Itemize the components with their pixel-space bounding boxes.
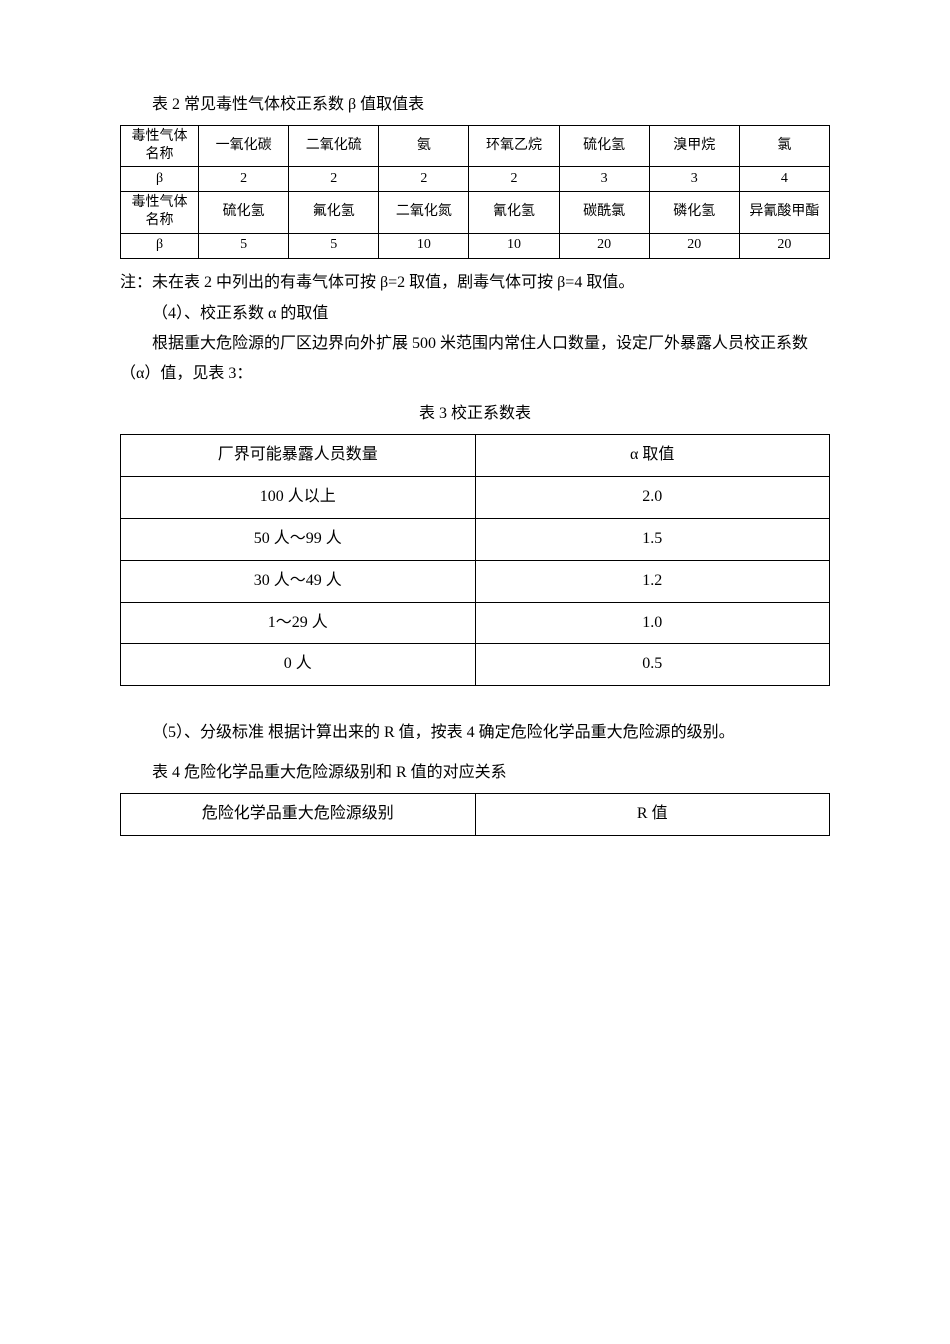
gas-name: 溴甲烷 bbox=[649, 125, 739, 166]
beta-value: 2 bbox=[379, 167, 469, 192]
gas-name: 磷化氢 bbox=[649, 192, 739, 233]
cell: 2.0 bbox=[475, 477, 830, 519]
beta-value: 20 bbox=[649, 233, 739, 258]
table4-title: 表 4 危险化学品重大危险源级别和 R 值的对应关系 bbox=[120, 758, 830, 788]
beta-value: 3 bbox=[559, 167, 649, 192]
cell: 50 人～99 人 bbox=[121, 519, 476, 561]
gas-name: 碳酰氯 bbox=[559, 192, 649, 233]
gas-name: 二氧化氮 bbox=[379, 192, 469, 233]
gas-name: 氰化氢 bbox=[469, 192, 559, 233]
table-row: 50 人～99 人 1.5 bbox=[121, 519, 830, 561]
cell: 1～29 人 bbox=[121, 602, 476, 644]
column-header: 危险化学品重大危险源级别 bbox=[121, 794, 476, 836]
spacer bbox=[120, 696, 830, 718]
gas-name: 异氰酸甲酯 bbox=[739, 192, 829, 233]
table-row: 危险化学品重大危险源级别 R 值 bbox=[121, 794, 830, 836]
table-row: 毒性气体名称 一氧化碳 二氧化硫 氨 环氧乙烷 硫化氢 溴甲烷 氯 bbox=[121, 125, 830, 166]
table3-alpha-values: 厂界可能暴露人员数量 α 取值 100 人以上 2.0 50 人～99 人 1.… bbox=[120, 434, 830, 686]
row-label-beta: β bbox=[121, 233, 199, 258]
gas-name: 硫化氢 bbox=[199, 192, 289, 233]
table-row: 30 人～49 人 1.2 bbox=[121, 560, 830, 602]
column-header: α 取值 bbox=[475, 435, 830, 477]
cell: 30 人～49 人 bbox=[121, 560, 476, 602]
beta-value: 2 bbox=[199, 167, 289, 192]
cell: 1.5 bbox=[475, 519, 830, 561]
cell: 0 人 bbox=[121, 644, 476, 686]
table-row: 100 人以上 2.0 bbox=[121, 477, 830, 519]
beta-value: 5 bbox=[199, 233, 289, 258]
beta-value: 2 bbox=[469, 167, 559, 192]
table-row: β 5 5 10 10 20 20 20 bbox=[121, 233, 830, 258]
beta-value: 10 bbox=[469, 233, 559, 258]
gas-name: 一氧化碳 bbox=[199, 125, 289, 166]
table2-title: 表 2 常见毒性气体校正系数 β 值取值表 bbox=[120, 90, 830, 120]
beta-value: 4 bbox=[739, 167, 829, 192]
beta-value: 20 bbox=[559, 233, 649, 258]
table-row: 厂界可能暴露人员数量 α 取值 bbox=[121, 435, 830, 477]
table2-beta-values: 毒性气体名称 一氧化碳 二氧化硫 氨 环氧乙烷 硫化氢 溴甲烷 氯 β 2 2 … bbox=[120, 125, 830, 259]
gas-name: 环氧乙烷 bbox=[469, 125, 559, 166]
table-row: 0 人 0.5 bbox=[121, 644, 830, 686]
beta-value: 3 bbox=[649, 167, 739, 192]
section4-paragraph: 根据重大危险源的厂区边界向外扩展 500 米范围内常住人口数量，设定厂外暴露人员… bbox=[120, 329, 830, 390]
table-row: β 2 2 2 2 3 3 4 bbox=[121, 167, 830, 192]
gas-name: 氯 bbox=[739, 125, 829, 166]
table-row: 1～29 人 1.0 bbox=[121, 602, 830, 644]
table2-note: 注：未在表 2 中列出的有毒气体可按 β=2 取值，剧毒气体可按 β=4 取值。 bbox=[120, 268, 830, 298]
cell: 1.2 bbox=[475, 560, 830, 602]
table-row: 毒性气体名称 硫化氢 氟化氢 二氧化氮 氰化氢 碳酰氯 磷化氢 异氰酸甲酯 bbox=[121, 192, 830, 233]
row-label-beta: β bbox=[121, 167, 199, 192]
section5-paragraph: （5）、分级标准 根据计算出来的 R 值，按表 4 确定危险化学品重大危险源的级… bbox=[120, 718, 830, 748]
section4-heading: （4）、校正系数 α 的取值 bbox=[120, 299, 830, 329]
cell: 0.5 bbox=[475, 644, 830, 686]
beta-value: 10 bbox=[379, 233, 469, 258]
beta-value: 2 bbox=[289, 167, 379, 192]
beta-value: 5 bbox=[289, 233, 379, 258]
row-label-gas: 毒性气体名称 bbox=[121, 125, 199, 166]
table3-title: 表 3 校正系数表 bbox=[120, 399, 830, 429]
beta-value: 20 bbox=[739, 233, 829, 258]
column-header: 厂界可能暴露人员数量 bbox=[121, 435, 476, 477]
table4-r-values: 危险化学品重大危险源级别 R 值 bbox=[120, 793, 830, 836]
gas-name: 氨 bbox=[379, 125, 469, 166]
gas-name: 氟化氢 bbox=[289, 192, 379, 233]
cell: 1.0 bbox=[475, 602, 830, 644]
row-label-gas: 毒性气体名称 bbox=[121, 192, 199, 233]
gas-name: 二氧化硫 bbox=[289, 125, 379, 166]
column-header: R 值 bbox=[475, 794, 830, 836]
gas-name: 硫化氢 bbox=[559, 125, 649, 166]
cell: 100 人以上 bbox=[121, 477, 476, 519]
